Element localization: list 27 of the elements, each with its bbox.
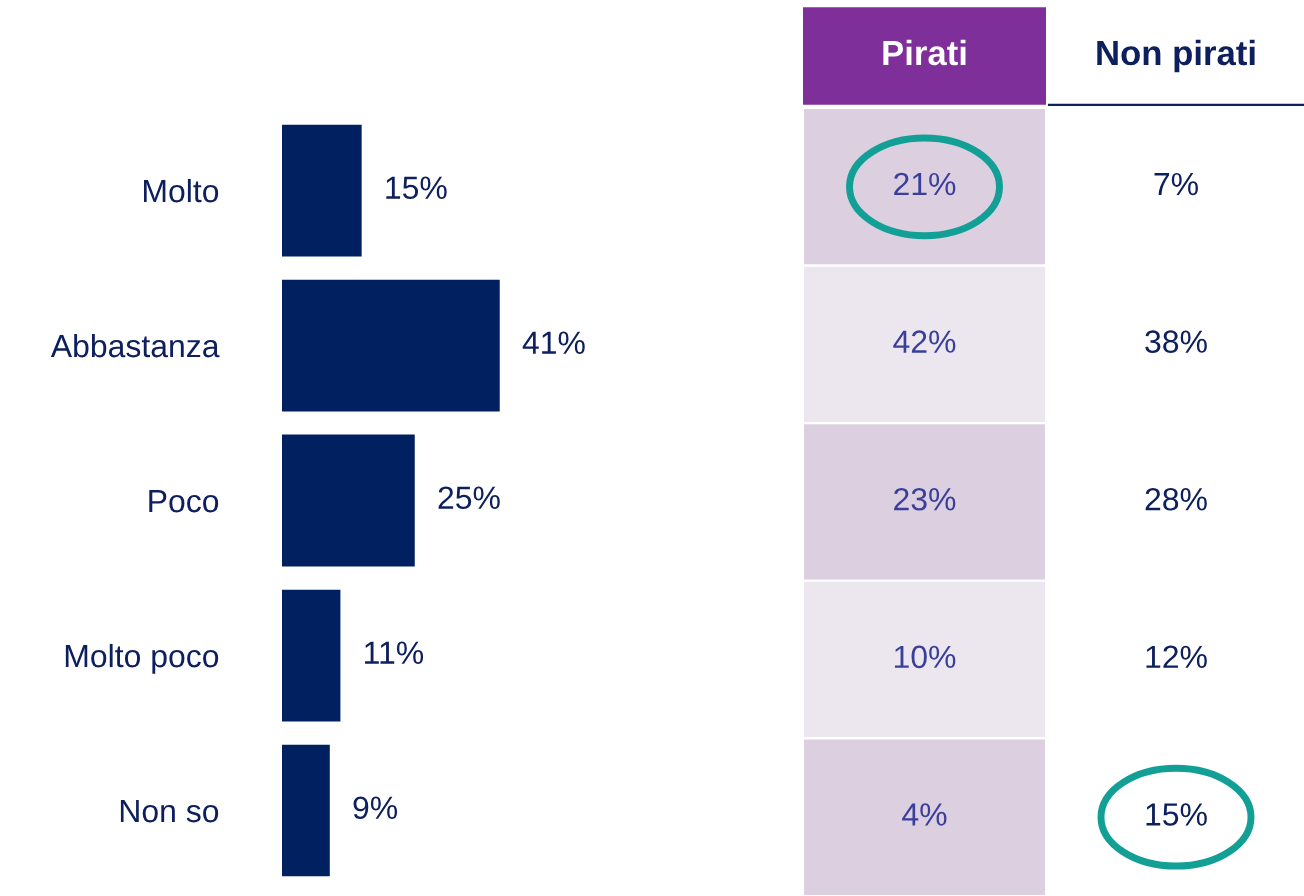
bar	[282, 434, 415, 567]
bar	[282, 589, 341, 722]
y-tick-label: Abbastanza	[50, 333, 220, 358]
text: 10%	[894, 645, 956, 669]
category-label: Non pirati	[1097, 39, 1255, 73]
text: 42%	[893, 330, 956, 353]
bar	[282, 124, 362, 257]
bar	[282, 279, 500, 412]
bar	[282, 744, 330, 877]
data-label: 11%	[365, 641, 424, 664]
text: 21%	[894, 172, 956, 196]
category-label: Pirati	[883, 39, 966, 66]
data-label: 41%	[522, 331, 585, 354]
y-tick-label: Non so	[120, 800, 219, 823]
data-label: 25%	[438, 486, 500, 510]
text: 38%	[1145, 330, 1207, 353]
y-tick-label: Molto poco	[65, 643, 219, 674]
text: 28%	[1145, 487, 1207, 511]
data-label: 15%	[386, 176, 447, 200]
y-tick-label: Poco	[149, 490, 219, 513]
text: 23%	[894, 487, 956, 511]
text: 12%	[1146, 645, 1207, 669]
y-tick-label: Molto	[144, 178, 219, 203]
data-label: 9%	[353, 796, 398, 820]
text: 4%	[902, 803, 947, 826]
text: 7%	[1154, 172, 1198, 196]
text: 15%	[1146, 803, 1207, 826]
